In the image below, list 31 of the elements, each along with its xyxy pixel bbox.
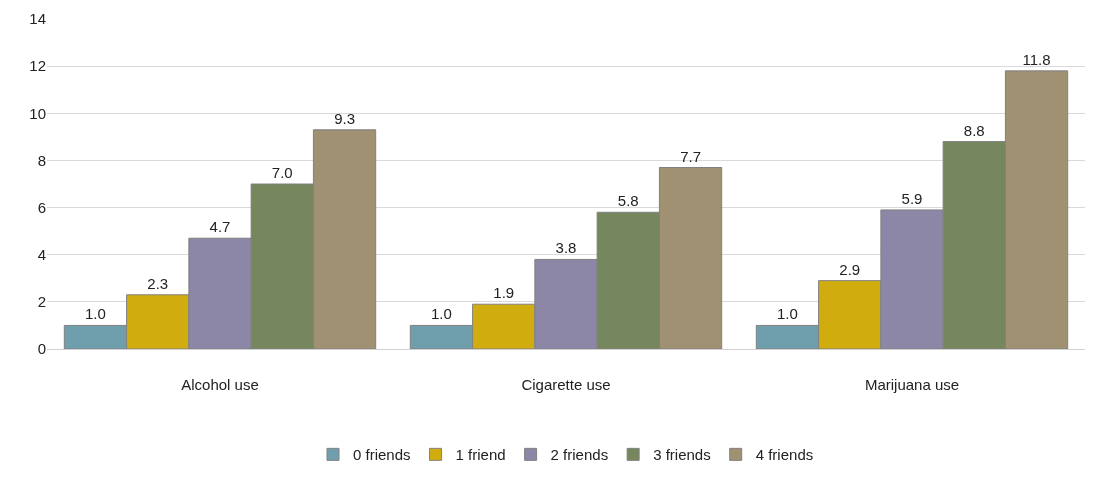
data-label: 5.8: [617, 192, 639, 210]
x-tick-label: Cigarette use: [521, 376, 611, 393]
legend-label: 0 friends: [353, 446, 411, 464]
y-tick-label: 2: [37, 293, 46, 311]
y-tick-label: 12: [29, 57, 46, 75]
data-label: 1.0: [431, 305, 452, 323]
data-label: 5.9: [901, 189, 923, 207]
legend-label: 4 friends: [755, 446, 814, 464]
data-label: 2.3: [147, 274, 169, 292]
x-tick-label: Alcohol use: [181, 376, 259, 393]
data-label: 3.8: [555, 239, 577, 257]
data-label: 1.0: [85, 305, 106, 323]
data-label: 1.9: [493, 284, 515, 302]
data-label: 7.0: [271, 164, 293, 181]
data-label: 4.7: [209, 218, 231, 236]
y-tick-label: 10: [29, 104, 46, 122]
data-label: 9.3: [334, 109, 355, 127]
y-tick-label: 0: [37, 340, 46, 358]
data-label: 8.8: [963, 121, 985, 139]
y-tick-label: 8: [37, 151, 46, 169]
data-label: 11.8: [1022, 50, 1051, 68]
data-label: 1.0: [777, 305, 798, 323]
legend-label: 2 friends: [550, 446, 609, 464]
x-tick-label: Marijuana use: [864, 376, 960, 393]
legend-label: 1 friend: [455, 446, 506, 464]
y-tick-label: 6: [37, 198, 46, 216]
legend-label: 3 friends: [653, 446, 711, 464]
y-tick-label: 14: [29, 10, 46, 28]
y-tick-label: 4: [37, 245, 46, 263]
data-label: 7.7: [680, 147, 701, 165]
data-label: 2.9: [839, 260, 861, 278]
